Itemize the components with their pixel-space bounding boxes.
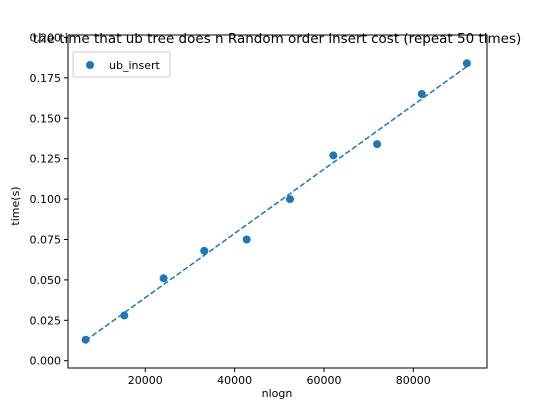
data-point (462, 59, 471, 68)
fit-line (85, 65, 468, 342)
legend-label-ub-insert: ub_insert (109, 59, 161, 72)
y-tick-label: 0.000 (30, 355, 62, 368)
y-tick-label: 0.100 (30, 193, 62, 206)
y-axis-ticks: 0.000 0.025 0.050 0.075 0.100 0.125 0.150 0.175… (30, 31, 68, 368)
points-layer (81, 59, 471, 344)
legend-box (72, 51, 171, 78)
data-point (159, 274, 168, 283)
data-point (242, 235, 251, 244)
y-tick-label: 0.050 (30, 274, 62, 287)
data-point (417, 90, 426, 99)
fit-line-layer (85, 65, 468, 342)
plot-frame (67, 34, 488, 369)
data-point (200, 246, 209, 255)
x-tick-label: 60000 (306, 374, 341, 387)
y-tick-label: 0.150 (30, 112, 62, 125)
data-point (329, 151, 338, 160)
legend: ub_insert (72, 51, 171, 78)
x-tick-label: 40000 (217, 374, 252, 387)
y-tick-label: 0.175 (30, 72, 62, 85)
data-point (120, 311, 129, 320)
x-axis-label: nlogn (262, 387, 293, 400)
data-point (286, 195, 295, 204)
y-tick-label: 0.025 (30, 314, 62, 327)
y-tick-label: 0.075 (30, 233, 62, 246)
y-tick-label: 0.125 (30, 153, 62, 166)
data-point (81, 335, 90, 344)
legend-marker (86, 61, 94, 69)
x-tick-label: 80000 (396, 374, 431, 387)
x-tick-label: 20000 (128, 374, 163, 387)
y-axis-label: time(s) (9, 186, 22, 225)
chart-title: the time that ub tree does n Random orde… (33, 31, 522, 47)
y-tick-label: 0.200 (30, 31, 62, 44)
data-point (373, 140, 382, 149)
plot-area (67, 34, 488, 369)
x-axis-ticks: 20000 40000 60000 80000 (128, 368, 431, 387)
